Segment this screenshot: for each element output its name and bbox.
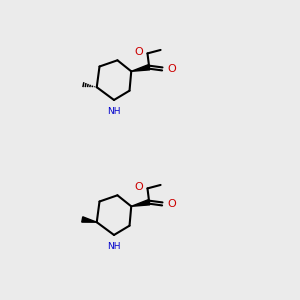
Text: NH: NH (107, 107, 121, 116)
Text: O: O (167, 64, 176, 74)
Polygon shape (131, 64, 150, 71)
Text: O: O (134, 47, 143, 57)
Polygon shape (131, 200, 150, 206)
Polygon shape (82, 217, 97, 222)
Text: NH: NH (107, 242, 121, 251)
Text: O: O (167, 199, 176, 209)
Text: O: O (134, 182, 143, 192)
